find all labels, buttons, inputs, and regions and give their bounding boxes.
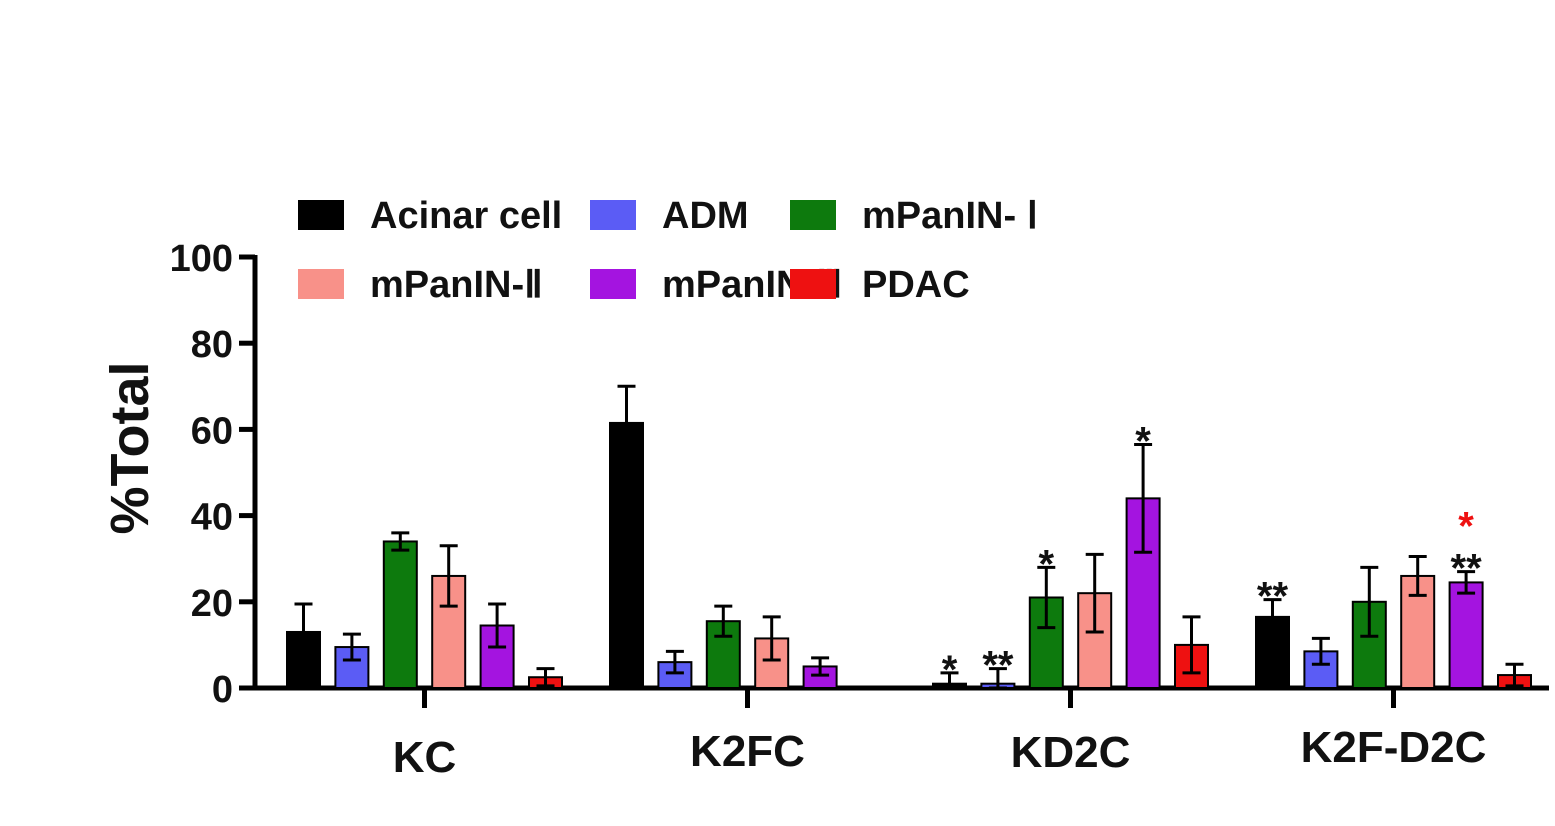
legend-swatch [298,200,344,230]
category-label-k2fc: K2FC [690,727,805,776]
legend-swatch [298,269,344,299]
y-tick-label: 40 [191,497,233,539]
legend-item-mpanin: mPanIN-Ⅱ [298,264,543,306]
significance-marker: * [1039,542,1055,586]
legend-label: Acinar cell [370,195,562,237]
x-category-labels: KC K2FC KD2C K2F-D2C [393,688,1487,782]
significance-marker: ** [1257,575,1289,619]
legend-label: PDAC [862,264,970,306]
legend-label: mPanIN-Ⅱ [370,264,543,306]
y-tick-label: 20 [191,583,233,625]
legend-swatch [790,200,836,230]
bar-k2fc-acinar-cell [609,421,644,689]
category-label-kc: KC [393,733,457,782]
y-tick-labels: 0 20 40 60 80 100 [170,238,255,711]
error-bars [294,384,1524,690]
bar-kd2c-mpanin [1125,497,1161,689]
y-tick-label: 100 [170,238,233,280]
y-tick-label: 0 [212,669,233,711]
legend-swatch [590,200,636,230]
bar-k2f-d2c-mpanin [1448,581,1484,690]
bar-kc-mpanin [382,540,418,690]
bars [286,421,1532,690]
legend-item-pdac: PDAC [790,264,970,306]
legend-item-adm: ADM [590,195,749,237]
legend-label: ADM [662,195,749,237]
y-tick-label: 60 [191,410,233,452]
significance-marker: ** [982,644,1014,688]
significance-markers: * ********* [942,419,1482,691]
legend-swatch [590,269,636,299]
significance-marker: * [1135,419,1151,463]
significance-marker: ** [1451,547,1483,591]
category-label-kd2c: KD2C [1011,728,1131,777]
significance-marker: * [1458,505,1474,549]
category-label-k2f-d2c: K2F-D2C [1301,723,1487,772]
y-axis-label: %Total [100,362,160,535]
significance-marker: * [942,648,958,692]
y-tick-label: 80 [191,324,233,366]
legend-item-acinar-cell: Acinar cell [298,195,562,237]
legend-item-mpanin: mPanIN- Ⅰ [790,195,1038,237]
legend-swatch [790,269,836,299]
legend-label: mPanIN- Ⅰ [862,195,1038,237]
